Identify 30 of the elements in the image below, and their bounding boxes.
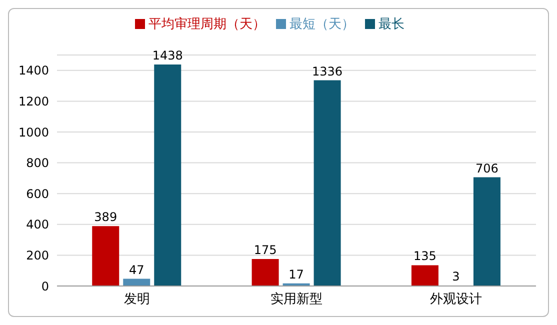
data-label: 706 [476, 161, 498, 176]
bar [252, 259, 279, 286]
legend-label: 平均审理周期（天） [148, 17, 266, 32]
bar [473, 177, 500, 286]
bar [92, 226, 120, 286]
data-label: 3 [452, 270, 460, 284]
data-label: 17 [288, 267, 304, 282]
data-label: 47 [128, 262, 144, 277]
y-tick-label: 600 [26, 186, 49, 201]
data-label: 135 [414, 249, 436, 264]
data-label: 1336 [312, 64, 343, 78]
x-tick-label: 外观设计 [430, 292, 482, 308]
y-tick-label: 1000 [18, 125, 49, 140]
y-tick-label: 1200 [18, 94, 49, 108]
x-tick-label: 实用新型 [270, 292, 322, 308]
y-tick-label: 1400 [18, 64, 49, 78]
bar [314, 80, 341, 286]
data-label: 389 [94, 210, 118, 224]
legend-label: 最短（天） [290, 17, 354, 32]
y-tick-label: 800 [26, 156, 49, 170]
x-tick-label: 发明 [124, 292, 150, 308]
y-tick-label: 400 [26, 218, 49, 232]
bar [123, 278, 150, 286]
bar [154, 64, 182, 286]
legend-label: 最长 [378, 17, 404, 32]
bar [411, 265, 438, 286]
data-label: 175 [254, 243, 277, 258]
y-tick-label: 0 [41, 279, 49, 294]
y-tick-label: 200 [26, 248, 49, 262]
data-label: 1438 [152, 48, 183, 63]
